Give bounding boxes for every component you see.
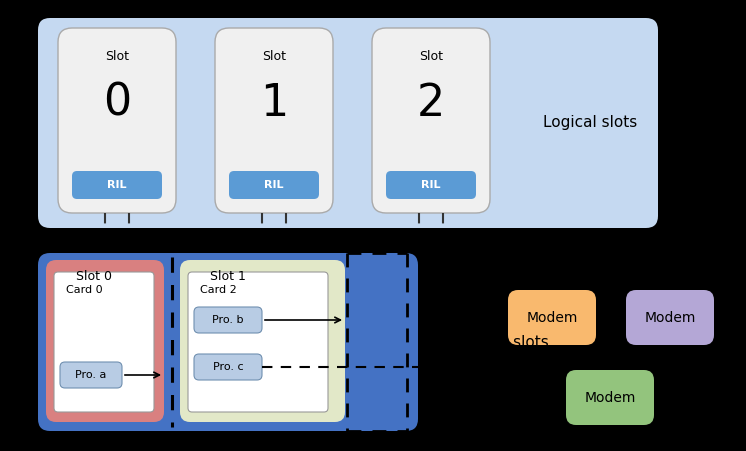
Text: RIL: RIL [421, 180, 441, 190]
Text: 2: 2 [417, 82, 445, 124]
Text: 0: 0 [103, 82, 131, 124]
Text: Slot 0: Slot 0 [76, 270, 112, 282]
Text: Pro. a: Pro. a [75, 370, 107, 380]
Text: Pro. b: Pro. b [213, 315, 244, 325]
Text: RIL: RIL [107, 180, 127, 190]
Text: Pro. c: Pro. c [213, 362, 243, 372]
Text: Modem: Modem [584, 391, 636, 405]
Text: Slot: Slot [105, 50, 129, 63]
FancyBboxPatch shape [372, 28, 490, 213]
FancyBboxPatch shape [194, 307, 262, 333]
FancyBboxPatch shape [46, 260, 164, 422]
FancyBboxPatch shape [229, 171, 319, 199]
Text: 1: 1 [260, 82, 288, 124]
FancyBboxPatch shape [58, 28, 176, 213]
FancyBboxPatch shape [566, 370, 654, 425]
FancyBboxPatch shape [194, 354, 262, 380]
Text: RIL: RIL [264, 180, 283, 190]
Text: Modem: Modem [645, 310, 696, 325]
FancyBboxPatch shape [386, 171, 476, 199]
Text: Slot 1: Slot 1 [210, 270, 246, 282]
Text: Card 2: Card 2 [200, 285, 236, 295]
FancyBboxPatch shape [38, 18, 658, 228]
FancyBboxPatch shape [72, 171, 162, 199]
Text: Logical slots: Logical slots [543, 115, 637, 130]
FancyBboxPatch shape [508, 290, 596, 345]
Text: Slot: Slot [262, 50, 286, 63]
FancyBboxPatch shape [60, 362, 122, 388]
FancyBboxPatch shape [38, 253, 418, 431]
Text: Physical slots: Physical slots [445, 335, 548, 350]
FancyBboxPatch shape [54, 272, 154, 412]
Text: Modem: Modem [527, 310, 577, 325]
FancyBboxPatch shape [215, 28, 333, 213]
Text: Slot: Slot [419, 50, 443, 63]
FancyBboxPatch shape [188, 272, 328, 412]
FancyBboxPatch shape [180, 260, 345, 422]
FancyBboxPatch shape [626, 290, 714, 345]
Text: Card 0: Card 0 [66, 285, 103, 295]
